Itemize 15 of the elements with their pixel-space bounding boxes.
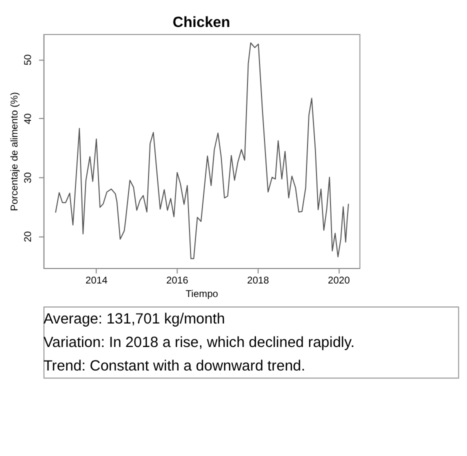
x-tick-label: 2014 bbox=[85, 275, 108, 286]
y-tick-label: 30 bbox=[23, 172, 34, 184]
y-tick-label: 50 bbox=[23, 54, 34, 66]
x-tick-label: 2018 bbox=[247, 275, 270, 286]
x-tick-label: 2020 bbox=[328, 275, 350, 286]
y-tick-label: 40 bbox=[23, 112, 34, 124]
text: Average: 131,701 kg/month bbox=[43, 311, 225, 328]
chart-title: Chicken bbox=[172, 15, 230, 32]
line-series bbox=[55, 42, 349, 260]
y-axis-title: Porcentaje de alimento (%) bbox=[9, 92, 20, 211]
text: Trend: Constant with a downward trend. bbox=[43, 358, 306, 375]
x-tick-label: 2016 bbox=[166, 275, 189, 286]
text: Variation: In 2018 a rise, which declined rapidly. bbox=[43, 335, 355, 352]
y-tick-label: 20 bbox=[23, 230, 34, 242]
x-axis-title: Tiempo bbox=[186, 289, 219, 300]
